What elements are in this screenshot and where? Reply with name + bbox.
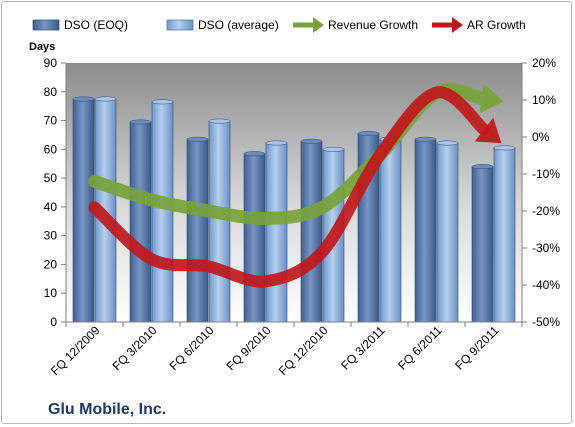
bar-cap-0-0 [72, 96, 95, 102]
x-tick-label-2: FQ 6/2010 [167, 323, 217, 373]
y-axis-title: Days [29, 41, 55, 53]
bar-dso-eoq-2 [186, 138, 209, 323]
bar-cap-0-7 [471, 164, 494, 170]
x-tick-label-5: FQ 3/2011 [338, 323, 388, 373]
bar-cap-0-5 [357, 131, 380, 136]
y2-tick-label-0: -50% [532, 315, 560, 329]
legend: DSO (EOQ) DSO (average) Revenue Growth AR G… [32, 17, 526, 33]
bar-dso-average-7 [493, 147, 516, 323]
bar-cap-0-3 [243, 151, 266, 157]
y-tick-label-0: 0 [50, 315, 57, 329]
line-ar-growth [88, 86, 491, 288]
y-tick-label-20: 20 [44, 257, 58, 271]
bar-cap-1-3 [265, 140, 288, 146]
x-tick-label-1: FQ 3/2010 [110, 323, 160, 373]
y2-tick-label-5: 0% [532, 130, 550, 144]
bar-cap-0-1 [129, 119, 152, 125]
y2-tick-label-4: -10% [532, 167, 560, 181]
bar-cap-1-7 [493, 145, 516, 151]
bar-cap-0-6 [414, 136, 437, 142]
bar-cap-1-1 [151, 99, 174, 105]
bar-cap-0-2 [186, 136, 209, 142]
y-tick-label-40: 40 [44, 200, 58, 214]
y-tick-label-10: 10 [44, 286, 58, 300]
arrowhead-revenue-growth [479, 83, 504, 114]
legend-arrow-revenue-growth [313, 17, 324, 33]
y-tick-label-70: 70 [44, 114, 58, 128]
bar-dso-average-3 [265, 142, 288, 323]
bar-dso-eoq-6 [414, 138, 437, 323]
bar-dso-average-6 [436, 142, 459, 323]
bar-cap-0-4 [300, 138, 323, 144]
y-tick-label-60: 60 [44, 142, 58, 156]
y2-tick-label-6: 10% [532, 93, 556, 107]
bar-dso-eoq-4 [300, 140, 323, 323]
x-tick-label-6: FQ 6/2011 [395, 323, 445, 373]
bar-cap-1-4 [322, 146, 345, 152]
legend-label-dso-average: DSO (average) [198, 18, 279, 32]
y-tick-label-50: 50 [44, 171, 58, 185]
x-tick-label-0: FQ 12/2009 [48, 323, 103, 378]
y-tick-label-80: 80 [44, 85, 58, 99]
bar-dso-eoq-1 [129, 121, 152, 323]
x-tick-label-3: FQ 9/2010 [224, 323, 274, 373]
x-tick-label-7: FQ 9/2011 [452, 323, 502, 373]
x-tick-label-4: FQ 12/2010 [276, 323, 331, 378]
bar-cap-1-0 [94, 96, 117, 102]
y2-tick-label-3: -20% [532, 204, 560, 218]
bar-cap-1-6 [436, 140, 459, 146]
y-tick-label-30: 30 [44, 229, 58, 243]
bar-dso-average-5 [379, 138, 402, 323]
legend-swatch-dso-average [166, 19, 194, 31]
bar-dso-average-1 [151, 101, 174, 323]
bar-dso-average-2 [208, 120, 231, 323]
y2-tick-label-7: 20% [532, 56, 556, 70]
chart-title: Glu Mobile, Inc. [48, 401, 166, 418]
y2-tick-label-2: -30% [532, 241, 560, 255]
legend-label-revenue-growth: Revenue Growth [328, 18, 418, 32]
line-layer [88, 82, 504, 288]
bar-dso-eoq-3 [243, 153, 266, 323]
y2-tick-label-1: -40% [532, 278, 560, 292]
legend-arrow-ar-growth [452, 17, 463, 33]
legend-swatch-dso-eoq [32, 19, 60, 31]
bar-dso-eoq-7 [471, 166, 494, 323]
y-tick-label-90: 90 [44, 56, 58, 70]
legend-label-dso-eoq: DSO (EOQ) [64, 18, 128, 32]
bar-cap-1-2 [208, 118, 231, 124]
legend-label-ar-growth: AR Growth [467, 18, 526, 32]
arrowhead-ar-growth [474, 117, 502, 144]
